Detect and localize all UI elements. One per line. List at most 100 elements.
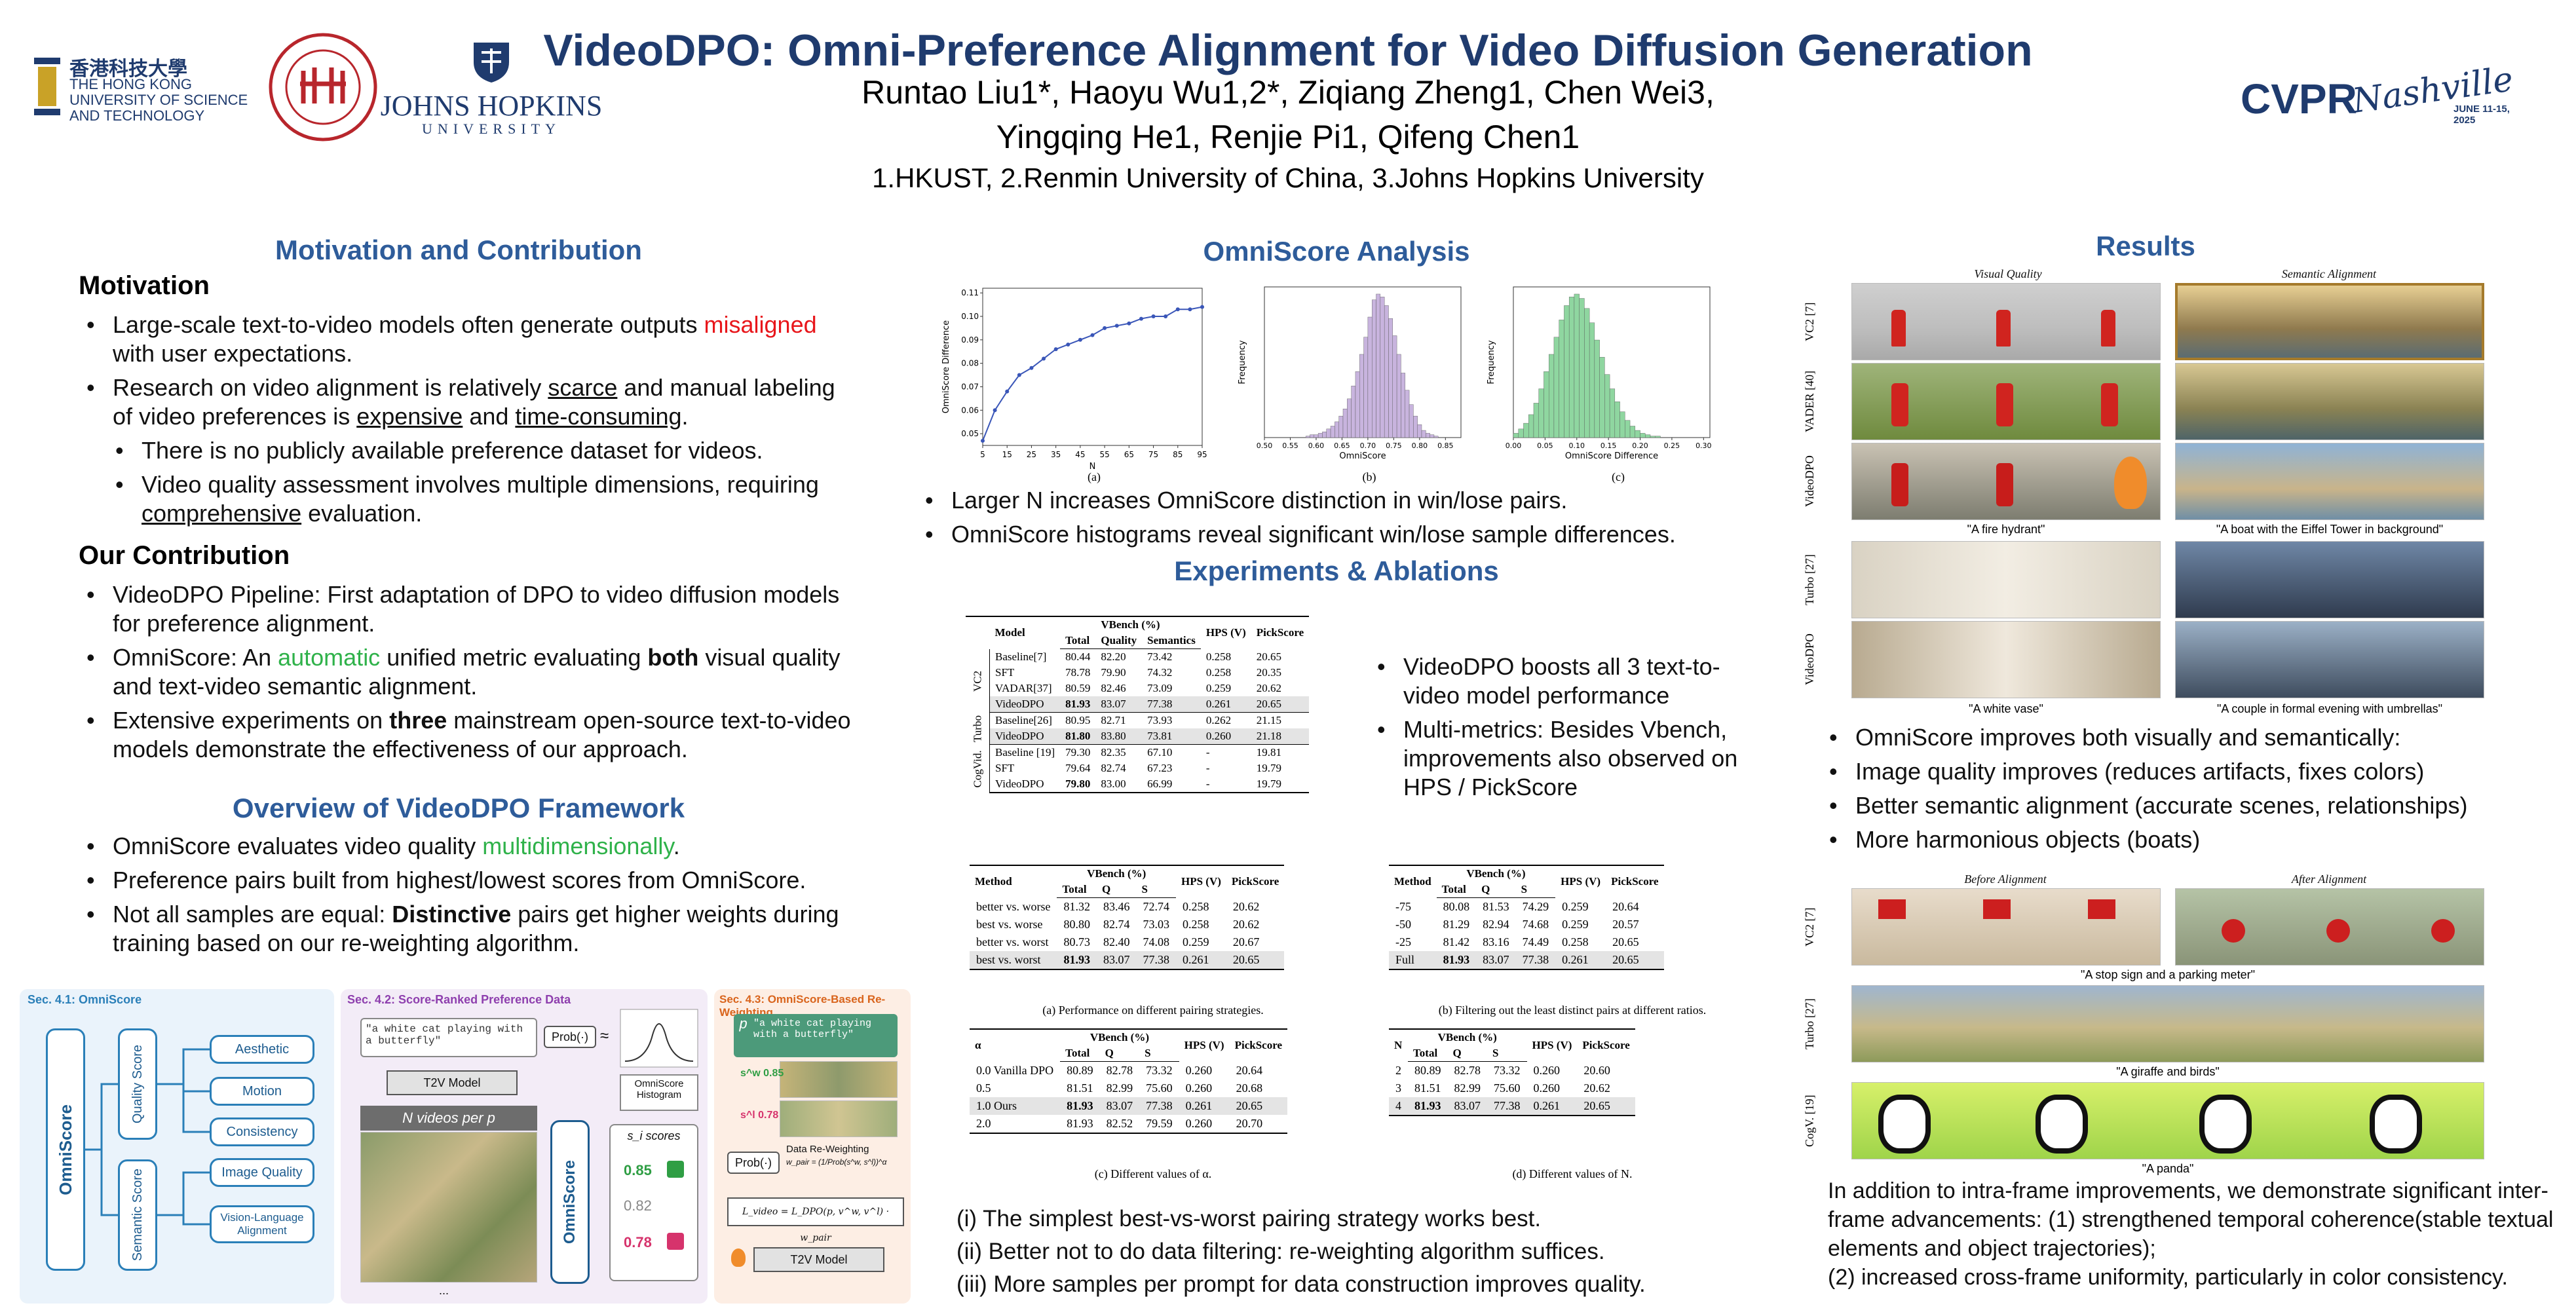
table-cell: 81.42 <box>1443 935 1470 948</box>
prompt-box: "a white cat playing with a butterfly" <box>360 1018 537 1057</box>
table-row: better vs. worst 80.73 82.40 74.08 0.259 20.6… <box>970 933 1284 951</box>
histogram-bar <box>1388 318 1393 438</box>
table-cell: 82.71 <box>1101 714 1126 726</box>
hydrant-icon <box>1996 463 2013 506</box>
histogram-bar <box>1310 434 1314 438</box>
framework-diagram: Sec. 4.1: OmniScore OmniScore Quality Sc… <box>20 989 911 1304</box>
histogram-bar <box>1380 297 1385 438</box>
histogram-bar <box>1367 316 1373 438</box>
results-bullet-4: More harmonious objects (boats) <box>1821 825 2503 854</box>
table-header: Total <box>1436 882 1477 898</box>
caption-couple: "A couple in formal evening with umbrell… <box>2217 702 2442 715</box>
results-bullet-1: OmniScore improves both visually and sem… <box>1821 723 2503 752</box>
table-cell: 1.0 Ours <box>970 1097 1061 1115</box>
data-point <box>1175 307 1180 312</box>
table-cell: 79.30 <box>1065 746 1091 759</box>
table-cell: 82.78 <box>1106 1064 1133 1077</box>
table-row: VideoDPO 79.80 83.00 66.99-19.79 <box>966 776 1310 793</box>
histogram-bar <box>1335 421 1339 438</box>
table-cell: Baseline[26] <box>995 714 1052 726</box>
table-cell: 75.60 <box>1494 1081 1521 1095</box>
table-cell: 19.79 <box>1256 762 1281 774</box>
consistency-box: Consistency <box>210 1117 314 1146</box>
table-row: Full 81.93 83.07 77.38 0.261 20.65 <box>1389 951 1664 970</box>
histogram-bar <box>1614 402 1620 438</box>
table-header: S <box>1136 882 1176 898</box>
x-tick-label: 0.85 <box>1437 441 1454 450</box>
table-cell: 83.07 <box>1096 951 1137 970</box>
table-cell: 80.89 <box>1067 1064 1093 1077</box>
table-row: 1.0 Ours 81.93 83.07 77.38 0.261 20.65 <box>970 1097 1287 1115</box>
notes-bullet-2: Multi-metrics: Besides Vbench, improveme… <box>1369 715 1762 802</box>
table-header: VBench (%) <box>1436 865 1556 882</box>
table-header: S <box>1515 882 1556 898</box>
table-cell: 77.38 <box>1515 951 1556 970</box>
semantic-alignment-header: Semantic Alignment <box>2281 267 2377 280</box>
table-row: VC2 Baseline[7] 80.44 82.20 73.42 0.258 20.65 <box>966 648 1309 713</box>
table-cell: 0.258 <box>1205 650 1232 663</box>
panda-icon <box>2199 1095 2252 1154</box>
table-header: Total <box>1408 1045 1448 1062</box>
jhu-logo: JOHNS HOPKINS UNIVERSITY <box>380 39 603 138</box>
score-high: 0.85 <box>624 1162 652 1178</box>
table-cell: 80.73 <box>1063 935 1090 948</box>
data-point <box>1139 316 1143 321</box>
table-cell: 80.44 <box>1065 650 1091 663</box>
table-header: PickScore <box>1577 1028 1635 1062</box>
histogram-bar <box>1609 388 1616 438</box>
table-row: VideoDPO 81.80 83.80 73.81 0.260 21.18 <box>966 728 1310 745</box>
stop-after-frames <box>2175 888 2484 966</box>
table-cell: 80.95 <box>1065 714 1091 726</box>
table-cell: Baseline [19] <box>995 746 1055 759</box>
semantic-score-box: Semantic Score <box>118 1159 157 1271</box>
data-point <box>1164 314 1168 318</box>
histogram-bar <box>1538 388 1544 438</box>
table-cell: 0.260 <box>1185 1063 1213 1077</box>
motivation-subbullet-2: Video quality assessment involves multip… <box>79 470 852 528</box>
table-cell: 81.32 <box>1063 900 1090 913</box>
table-header: PickScore <box>1226 865 1285 898</box>
renmin-seal-icon <box>269 33 377 141</box>
x-tick-label: 35 <box>1051 450 1061 459</box>
hydrant-vc2-frames <box>1851 283 2161 360</box>
table-cell: 83.46 <box>1103 900 1130 913</box>
data-point <box>1017 373 1021 377</box>
table-cell: 0.259 <box>1562 918 1589 931</box>
table-cell: 79.59 <box>1139 1115 1179 1134</box>
table-cell: 21.15 <box>1256 714 1281 726</box>
histogram-bar <box>1322 432 1327 438</box>
x-tick-label: 0.20 <box>1632 441 1648 450</box>
table-row: 2.0 81.93 82.52 79.59 0.260 20.70 <box>970 1115 1287 1134</box>
x-tick-label: 0.80 <box>1412 441 1428 450</box>
visual-quality-header: Visual Quality <box>1974 267 2042 280</box>
affiliations: 1.HKUST, 2.Renmin University of China, 3… <box>872 162 1704 193</box>
table-header: VBench (%) <box>1408 1028 1527 1045</box>
caption-boat: "A boat with the Eiffel Tower in backgro… <box>2216 523 2444 536</box>
main-results-table: Model VBench (%) HPS (V) PickScore Total… <box>966 616 1310 793</box>
histogram-bar <box>1594 339 1600 438</box>
table-header: α <box>970 1028 1061 1062</box>
series-line <box>982 306 1203 441</box>
table-cell: 0.261 <box>1179 1097 1230 1115</box>
table-cell: 83.07 <box>1099 1097 1140 1115</box>
table-cell: better vs. worst <box>976 935 1049 948</box>
data-point <box>1188 307 1192 312</box>
table-cell: 80.08 <box>1443 900 1470 913</box>
stop-sign-icon <box>2326 919 2350 943</box>
quality-score-box: Quality Score <box>118 1028 157 1140</box>
histogram-bar <box>1619 411 1625 438</box>
table-cell: 82.46 <box>1101 682 1126 694</box>
histogram-bar <box>1584 308 1590 438</box>
histogram-bar <box>1559 320 1564 438</box>
table-row: best vs. worst 81.93 83.07 77.38 0.261 20.65 <box>970 951 1285 970</box>
table-cell: 81.80 <box>1060 728 1096 745</box>
table-cell: -25 <box>1395 935 1411 948</box>
table-cell: 82.99 <box>1454 1081 1481 1095</box>
results-paragraph: In addition to intra-frame improvements,… <box>1828 1176 2562 1292</box>
omniscore-diff-histogram-chart: 0.00 0.05 0.10 0.15 0.20 0.25 0.30 OmniScore Di… <box>1487 286 1712 461</box>
table-header: VBench (%) <box>1060 1028 1179 1045</box>
histogram-bar <box>1640 433 1646 438</box>
histogram-bar <box>1655 436 1661 438</box>
before-alignment-header: Before Alignment <box>1964 873 2047 886</box>
table-cell: 77.38 <box>1136 951 1176 970</box>
